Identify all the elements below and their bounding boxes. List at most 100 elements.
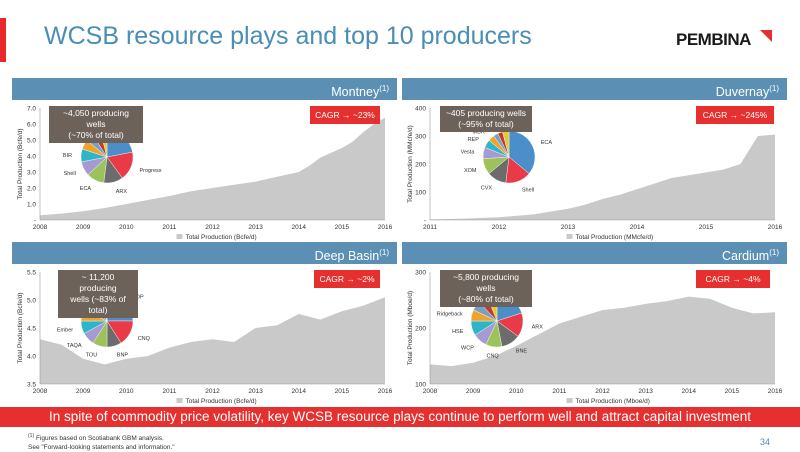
summary-banner: In spite of commodity price volatility, … (0, 407, 800, 427)
wells-line2: (~95% of total) (458, 119, 514, 129)
x-tick-label: 2014 (292, 388, 307, 395)
x-tick-label: 2011 (162, 224, 176, 231)
x-tick-label: 2013 (561, 224, 576, 231)
x-tick-label: 2015 (335, 388, 350, 395)
panel-title: Cardium (721, 249, 770, 264)
panel-title: Deep Basin (314, 249, 380, 264)
x-tick-label: 2014 (630, 224, 645, 231)
panel-title-note: (1) (379, 84, 389, 93)
logo-wordmark: PEMBINA (676, 30, 751, 49)
wells-line1: ~405 producing wells (445, 108, 527, 118)
production-area (430, 296, 775, 384)
panel-title: Montney (331, 85, 380, 100)
x-tick-label: 2011 (552, 388, 566, 395)
legend-label: Total Production (Mboe/d) (576, 398, 650, 405)
x-tick-label: 2015 (699, 224, 714, 231)
y-tick-label: 200 (415, 162, 426, 169)
legend-swatch (566, 398, 573, 403)
y-tick-label: 5.5 (27, 270, 36, 277)
y-axis-label: Total Production (Bcfe/d) (17, 128, 24, 199)
pie-label: CNQ (138, 336, 151, 342)
pie-label: ARX (532, 325, 544, 331)
wells-box: ~ 11,200 producing wells (~83% of total) (58, 270, 138, 318)
logo-mark (760, 30, 772, 42)
y-tick-label: 2.0 (27, 186, 36, 193)
pie-label: REP (468, 137, 480, 143)
y-tick-label: 1.0 (27, 202, 36, 209)
cagr-badge: CAGR → ~2% (314, 270, 380, 288)
pie-label: CNQ (486, 354, 499, 360)
legend-swatch (176, 234, 183, 239)
production-area (40, 297, 385, 384)
cagr-badge: CAGR → ~4% (696, 270, 770, 288)
x-tick-label: 2011 (162, 388, 176, 395)
wells-box: ~405 producing wells (~95% of total) (440, 106, 532, 132)
y-tick-label: 6.0 (27, 122, 36, 129)
chart-duvernay: - 100 200 300 400 2011 2012 2013 2014 2015 2016 Tot… (407, 106, 783, 242)
panel-cardium: Cardium(1) 100 200 300 2008 2009 2010 2011 2012… (402, 242, 787, 406)
y-axis-label: Total Production (Mboe/d) (407, 291, 414, 365)
pie-label: BNE (516, 349, 528, 355)
panel-header: Duvernay(1) (402, 78, 787, 100)
pie-label: MUR (472, 130, 485, 136)
x-tick-label: 2014 (292, 224, 307, 231)
y-tick-label: 4.0 (27, 154, 36, 161)
legend-label: Total Production (Bcfe/d) (186, 234, 257, 241)
x-tick-label: 2016 (378, 224, 393, 231)
panel-title-note: (1) (769, 248, 779, 257)
wells-box: ~5,800 producing wells (~80% of total) (440, 270, 532, 307)
y-tick-label: 5.0 (27, 298, 36, 305)
pembina-logo: PEMBINA (674, 28, 774, 50)
pie-label: XOM (464, 168, 477, 174)
production-area (40, 117, 385, 220)
x-tick-label: 2009 (76, 224, 91, 231)
pie-label: Shell (64, 171, 76, 177)
panel-header: Deep Basin(1) (12, 242, 397, 264)
footnote: (1) Figures based on Scotiabank GBM anal… (28, 432, 175, 452)
y-tick-label: 300 (415, 134, 426, 141)
y-tick-label: 200 (415, 326, 426, 333)
legend-swatch (566, 234, 573, 239)
production-area (430, 134, 775, 220)
y-tick-label: 7.0 (27, 106, 36, 113)
x-tick-label: 2015 (335, 224, 350, 231)
wells-line2: wells (~83% of total) (70, 294, 126, 315)
slide-title: WCSB resource plays and top 10 producers (44, 22, 532, 50)
y-tick-label: 100 (415, 190, 426, 197)
y-tick-label: 400 (415, 106, 426, 113)
pie-label: WCP (461, 345, 474, 351)
panel-title: Duvernay (715, 85, 770, 100)
accent-bar (0, 18, 6, 62)
x-tick-label: 2014 (682, 388, 697, 395)
legend-swatch (176, 398, 183, 403)
x-tick-label: 2013 (248, 388, 263, 395)
x-tick-label: 2010 (119, 388, 134, 395)
x-tick-label: 2012 (595, 388, 610, 395)
pie-label: Progress (140, 168, 162, 174)
legend-label: Total Production (MMcfe/d) (576, 234, 654, 241)
x-tick-label: 2009 (76, 388, 91, 395)
x-tick-label: 2016 (768, 388, 783, 395)
pie-label: ECA (541, 140, 553, 146)
x-tick-label: 2012 (492, 224, 507, 231)
x-tick-label: 2008 (33, 224, 48, 231)
y-tick-label: 4.0 (27, 354, 36, 361)
y-tick-label: - (34, 218, 36, 225)
x-tick-label: 2011 (423, 224, 437, 231)
footnote-line2: See "Forward-looking statements and info… (28, 444, 175, 452)
pie-label: CVX (481, 186, 493, 192)
panel-deep-basin: Deep Basin(1) 3.5 4.0 4.5 5.0 5.5 2008 2009 201… (12, 242, 397, 406)
pie-label: BIR (63, 153, 72, 159)
pie-label: Vesta (461, 150, 476, 156)
y-tick-label: 3.0 (27, 170, 36, 177)
pie-label: TAQA (67, 343, 82, 349)
pie-label: Shell (522, 188, 534, 194)
wells-line2: (~80% of total) (458, 294, 514, 304)
x-tick-label: 2016 (378, 388, 393, 395)
cagr-badge: CAGR → ~245% (696, 106, 774, 124)
wells-line1: ~5,800 producing wells (453, 272, 519, 293)
x-tick-label: 2008 (33, 388, 48, 395)
panel-header: Cardium(1) (402, 242, 787, 264)
x-tick-label: 2016 (768, 224, 783, 231)
pie-label: HSE (452, 329, 464, 335)
